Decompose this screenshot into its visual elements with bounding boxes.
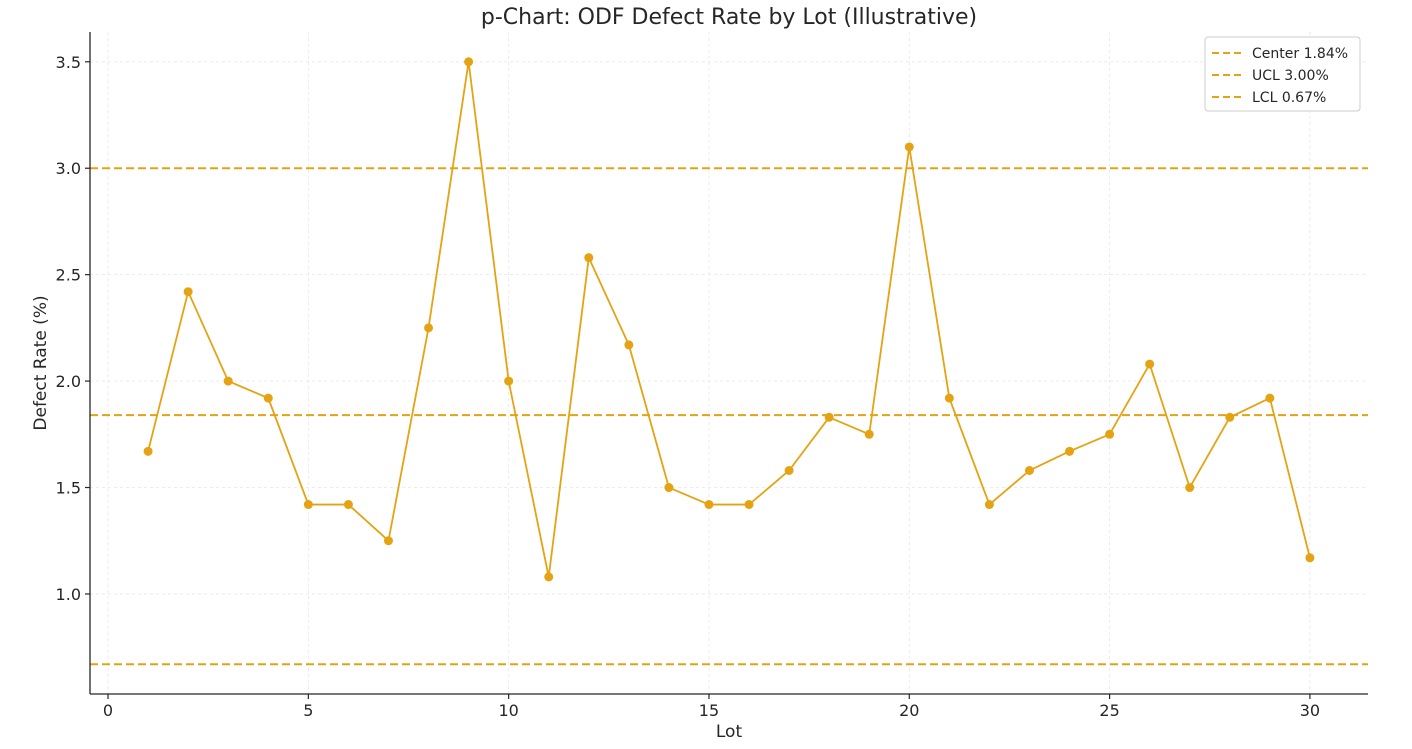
data-point (624, 340, 634, 350)
x-axis-label: Lot (716, 722, 743, 742)
y-tick-label: 1.0 (56, 585, 81, 604)
data-point (584, 253, 594, 263)
data-point (303, 500, 313, 510)
data-point (143, 446, 153, 456)
axes (89, 32, 1368, 695)
y-axis-label: Defect Rate (%) (31, 295, 51, 430)
data-point (343, 500, 353, 510)
data-point (664, 483, 674, 493)
data-point (744, 500, 754, 510)
x-tick-label: 15 (699, 701, 719, 720)
x-tick-label: 20 (899, 701, 919, 720)
data-point (544, 572, 554, 582)
legend: Center 1.84% UCL 3.00% LCL 0.67% (1204, 36, 1361, 112)
y-tick-label: 2.5 (56, 266, 81, 285)
y-tick-label: 3.0 (56, 159, 81, 178)
data-point (183, 287, 193, 297)
data-point (904, 142, 914, 152)
reference-lines (90, 167, 1368, 666)
data-point (1145, 359, 1155, 369)
data-point (263, 393, 273, 403)
data-point (704, 500, 714, 510)
x-tick-label: 25 (1099, 701, 1119, 720)
legend-entry-lcl: LCL 0.67% (1252, 90, 1326, 106)
data-point (864, 429, 874, 439)
data-point (383, 536, 393, 546)
data-point (1024, 465, 1034, 475)
x-tick-label: 0 (103, 701, 113, 720)
legend-entry-ucl: UCL 3.00% (1252, 68, 1329, 84)
data-point (1105, 429, 1115, 439)
x-axis-ticks: 0 5 10 15 20 25 30 (103, 694, 1320, 720)
y-axis-ticks: 1.0 1.5 2.0 2.5 3.0 3.5 (56, 53, 90, 604)
data-point (424, 323, 434, 333)
data-point (1065, 446, 1075, 456)
x-tick-label: 5 (303, 701, 313, 720)
y-tick-label: 3.5 (56, 53, 81, 72)
series-line (147, 60, 1311, 578)
data-point (1305, 553, 1315, 563)
data-point (1225, 412, 1235, 422)
data-point (1185, 483, 1195, 493)
data-point (824, 412, 834, 422)
data-point (464, 57, 474, 67)
chart-title: p-Chart: ODF Defect Rate by Lot (Illustr… (481, 5, 977, 30)
y-tick-label: 1.5 (56, 479, 81, 498)
legend-box (1204, 36, 1361, 112)
x-tick-label: 10 (498, 701, 518, 720)
grid (90, 32, 1368, 694)
x-tick-label: 30 (1300, 701, 1320, 720)
data-series (143, 57, 1315, 582)
data-point (944, 393, 954, 403)
data-point (504, 376, 514, 386)
y-tick-label: 2.0 (56, 372, 81, 391)
data-point (223, 376, 233, 386)
data-point (984, 500, 994, 510)
legend-entry-center: Center 1.84% (1252, 46, 1348, 62)
data-point (1265, 393, 1275, 403)
data-point (784, 465, 794, 475)
